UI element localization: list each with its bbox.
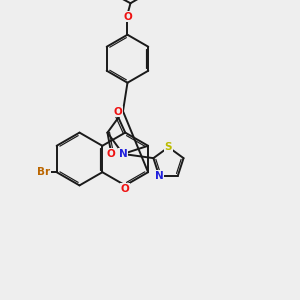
Text: N: N: [118, 149, 127, 159]
Text: S: S: [165, 142, 172, 152]
Text: O: O: [121, 184, 130, 194]
Text: N: N: [155, 171, 164, 181]
Text: Br: Br: [38, 167, 51, 177]
Text: O: O: [106, 148, 115, 159]
Text: O: O: [113, 106, 122, 117]
Text: O: O: [123, 12, 132, 22]
